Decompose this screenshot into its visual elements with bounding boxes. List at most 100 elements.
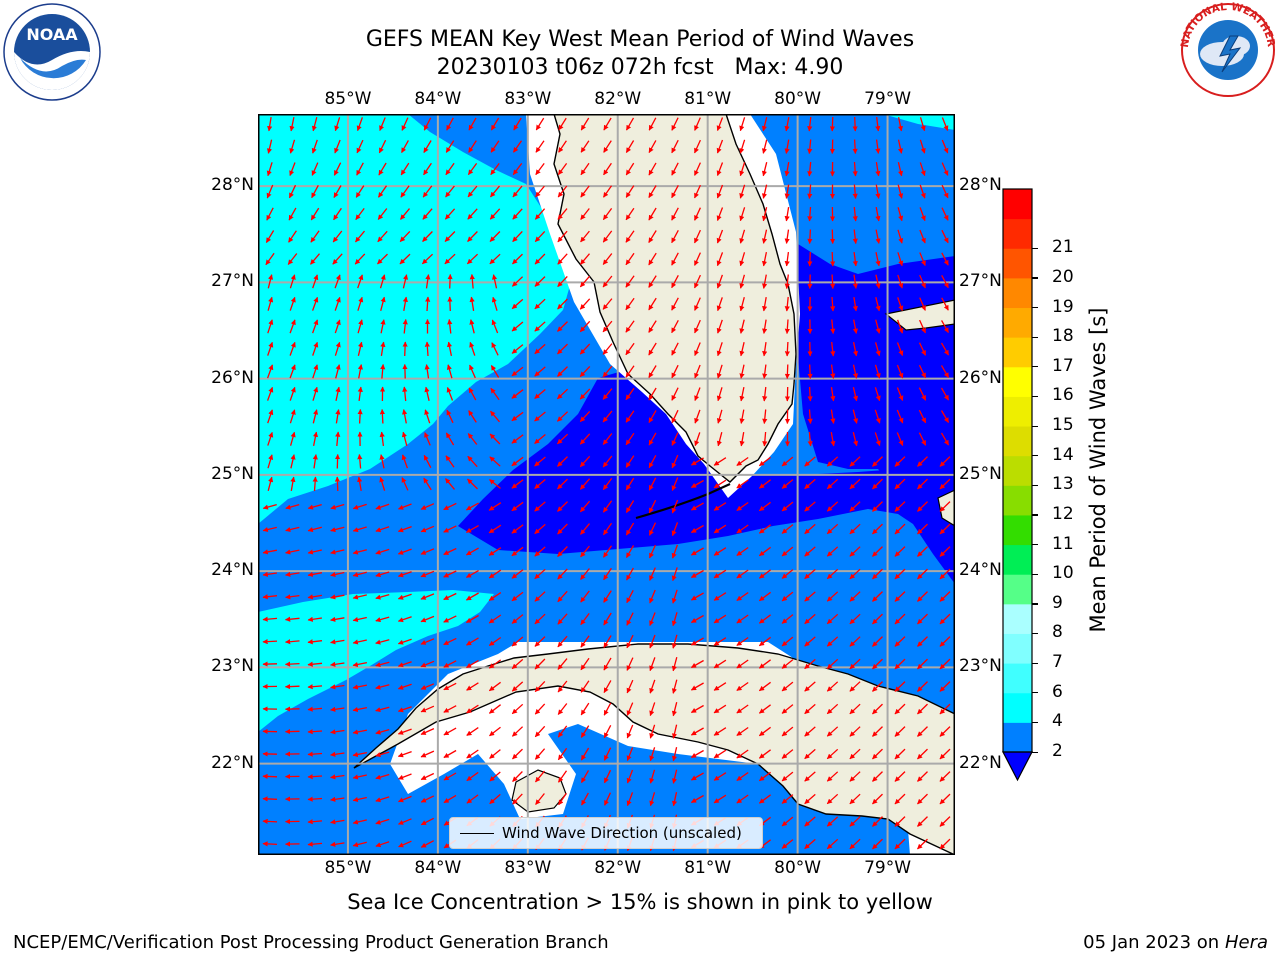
wind-wave-arrow: [919, 117, 926, 132]
wind-wave-arrow: [671, 184, 679, 199]
wind-wave-arrow: [312, 274, 319, 289]
wind-wave-arrow: [534, 321, 546, 332]
wind-wave-arrow: [357, 341, 364, 356]
wind-wave-arrow: [333, 207, 342, 221]
wind-wave-arrow: [489, 726, 501, 737]
wind-wave-arrow: [939, 501, 951, 512]
wind-wave-arrow: [694, 342, 701, 356]
wind-wave-arrow: [534, 568, 546, 580]
wind-wave-arrow: [580, 635, 590, 648]
wind-wave-arrow: [604, 792, 611, 806]
wind-wave-arrow: [739, 207, 746, 222]
wind-wave-arrow: [849, 838, 861, 850]
wind-wave-arrow: [330, 594, 345, 600]
wind-wave-arrow: [830, 341, 836, 357]
wind-wave-arrow: [671, 364, 679, 379]
wind-wave-arrow: [262, 526, 277, 533]
wind-wave-arrow: [334, 341, 341, 356]
wind-wave-arrow: [352, 571, 367, 578]
wind-wave-arrow: [580, 770, 590, 784]
wind-wave-arrow: [804, 838, 816, 850]
wind-wave-arrow: [466, 682, 479, 691]
wind-wave-arrow: [849, 501, 861, 512]
wind-wave-arrow: [761, 207, 768, 222]
wind-wave-arrow: [377, 185, 388, 198]
wind-wave-arrow: [467, 231, 478, 242]
wind-wave-arrow: [289, 139, 296, 154]
colorbar-band: [1003, 396, 1032, 427]
wind-wave-arrow: [896, 319, 904, 334]
wind-wave-arrow: [804, 568, 816, 580]
wind-wave-arrow: [694, 162, 701, 176]
lat-tick-right: 25°N: [959, 463, 1002, 484]
wind-wave-arrow: [671, 409, 679, 424]
wind-wave-arrow: [421, 253, 434, 265]
wind-wave-arrow: [443, 615, 457, 623]
wind-wave-arrow: [330, 774, 345, 780]
wind-wave-arrow: [580, 208, 590, 220]
wind-wave-arrow: [875, 274, 881, 289]
wind-wave-arrow: [602, 208, 613, 221]
wind-wave-arrow: [469, 319, 475, 334]
wind-wave-arrow: [330, 796, 345, 802]
wind-wave-arrow: [330, 684, 345, 690]
wind-wave-arrow: [311, 117, 318, 132]
wind-wave-arrow: [671, 499, 679, 514]
wind-wave-arrow: [534, 366, 546, 377]
wind-wave-arrow: [379, 274, 386, 289]
wind-wave-arrow: [917, 703, 928, 715]
wind-wave-arrow: [602, 545, 613, 558]
wind-wave-arrow: [443, 637, 457, 646]
wind-wave-arrow: [807, 251, 813, 267]
wind-wave-arrow: [511, 636, 524, 647]
wind-wave-arrow: [872, 838, 883, 850]
wind-wave-arrow: [804, 703, 816, 715]
wind-wave-arrow: [758, 569, 771, 579]
wind-wave-arrow: [422, 231, 433, 242]
wind-wave-arrow: [580, 253, 590, 265]
wind-wave-arrow: [713, 659, 727, 669]
colorbar-tick-mark: [1032, 336, 1038, 338]
wind-wave-arrow: [736, 704, 749, 714]
wind-wave-arrow: [490, 365, 500, 378]
wind-wave-arrow: [357, 319, 364, 334]
wind-wave-arrow: [375, 773, 390, 780]
colorbar-band: [1003, 307, 1032, 338]
wind-wave-arrow: [826, 456, 839, 467]
wind-wave-arrow: [556, 433, 569, 445]
wind-wave-arrow: [402, 386, 408, 402]
wind-wave-arrow: [490, 410, 500, 423]
wind-wave-arrow: [894, 523, 906, 535]
legend-line-symbol: [460, 832, 494, 834]
wind-wave-arrow: [671, 319, 679, 334]
wind-wave-arrow: [690, 502, 704, 511]
wind-wave-arrow: [941, 117, 949, 131]
wind-wave-arrow: [356, 139, 364, 154]
wind-wave-arrow: [761, 162, 768, 177]
wind-wave-arrow: [739, 409, 745, 424]
wind-wave-arrow: [897, 229, 904, 244]
wind-wave-arrow: [511, 501, 524, 512]
wind-wave-arrow: [671, 747, 678, 762]
wind-wave-arrow: [894, 838, 906, 850]
wind-wave-arrow: [784, 274, 790, 290]
wind-wave-arrow: [940, 432, 950, 446]
wind-wave-arrow: [849, 703, 861, 715]
wind-wave-arrow: [830, 296, 836, 312]
wind-wave-arrow: [713, 772, 727, 781]
wind-wave-arrow: [852, 341, 859, 357]
wind-wave-arrow: [690, 704, 704, 714]
wind-wave-arrow: [375, 684, 390, 690]
wind-wave-arrow: [739, 184, 746, 199]
wind-wave-arrow: [917, 771, 928, 782]
wind-wave-arrow: [422, 185, 433, 198]
wind-wave-arrow: [939, 771, 951, 782]
colorbar-band: [1003, 722, 1032, 753]
wind-wave-arrow: [739, 252, 746, 267]
wind-wave-arrow: [420, 683, 435, 690]
wind-wave-arrow: [466, 749, 479, 759]
wind-wave-arrow: [511, 366, 524, 377]
wind-wave-arrow: [603, 680, 612, 694]
wind-wave-arrow: [465, 614, 479, 624]
wind-wave-arrow: [377, 208, 388, 220]
